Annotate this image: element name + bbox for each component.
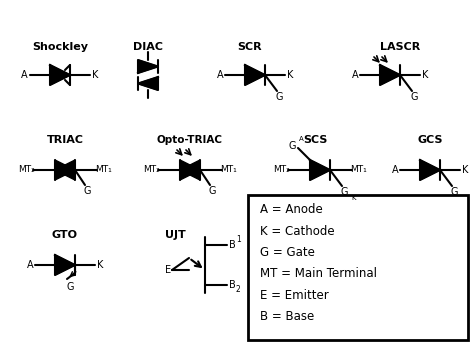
Text: B: B <box>229 240 236 250</box>
Text: G = Gate: G = Gate <box>260 246 315 259</box>
Text: A: A <box>217 70 223 80</box>
Text: K: K <box>422 70 428 80</box>
Text: MT₁: MT₁ <box>96 165 112 174</box>
Text: DIAC: DIAC <box>133 42 163 52</box>
Polygon shape <box>180 160 200 180</box>
Text: MT = Main Terminal: MT = Main Terminal <box>260 267 377 280</box>
Text: G: G <box>340 187 348 197</box>
Text: TRIAC: TRIAC <box>46 135 83 145</box>
Text: UJT: UJT <box>164 230 185 240</box>
Text: K: K <box>92 70 98 80</box>
Text: G: G <box>288 141 296 151</box>
Text: MT₁: MT₁ <box>220 165 237 174</box>
Text: B: B <box>229 280 236 290</box>
Polygon shape <box>138 77 158 90</box>
Text: GTO: GTO <box>52 230 78 240</box>
Polygon shape <box>55 255 75 275</box>
Text: G: G <box>410 92 418 102</box>
Text: B = Base: B = Base <box>260 310 314 323</box>
Text: E: E <box>165 265 171 275</box>
Bar <box>248 195 468 340</box>
Text: Shockley: Shockley <box>32 42 88 52</box>
Text: A = Anode: A = Anode <box>260 203 323 216</box>
Text: MT₂: MT₂ <box>273 165 291 174</box>
Polygon shape <box>55 160 75 180</box>
Polygon shape <box>180 160 200 180</box>
Text: K: K <box>287 70 293 80</box>
Polygon shape <box>50 65 70 85</box>
Text: Opto-TRIAC: Opto-TRIAC <box>157 135 223 145</box>
Text: G: G <box>208 186 216 196</box>
Text: K: K <box>351 195 356 201</box>
Text: MT₂: MT₂ <box>144 165 160 174</box>
Text: K: K <box>97 260 103 270</box>
Text: K = Cathode: K = Cathode <box>260 225 335 238</box>
Text: LASCR: LASCR <box>380 42 420 52</box>
Polygon shape <box>55 160 75 180</box>
Polygon shape <box>245 65 265 85</box>
Text: 1: 1 <box>236 236 241 245</box>
Text: MT₁: MT₁ <box>351 165 367 174</box>
Text: A: A <box>27 260 33 270</box>
Text: G: G <box>275 92 283 102</box>
Text: A: A <box>392 165 398 175</box>
Text: G: G <box>66 282 74 292</box>
Text: A: A <box>299 136 304 142</box>
Text: K: K <box>462 165 468 175</box>
Polygon shape <box>420 160 440 180</box>
Text: G: G <box>83 186 91 196</box>
Polygon shape <box>380 65 400 85</box>
Text: SCR: SCR <box>237 42 262 52</box>
Text: A: A <box>352 70 358 80</box>
Text: 2: 2 <box>236 285 241 295</box>
Polygon shape <box>138 60 158 73</box>
Text: MT₂: MT₂ <box>18 165 36 174</box>
Text: SCS: SCS <box>303 135 327 145</box>
Text: E = Emitter: E = Emitter <box>260 289 329 302</box>
Text: G: G <box>450 187 458 197</box>
Text: GCS: GCS <box>417 135 443 145</box>
Polygon shape <box>310 160 330 180</box>
Text: A: A <box>21 70 27 80</box>
